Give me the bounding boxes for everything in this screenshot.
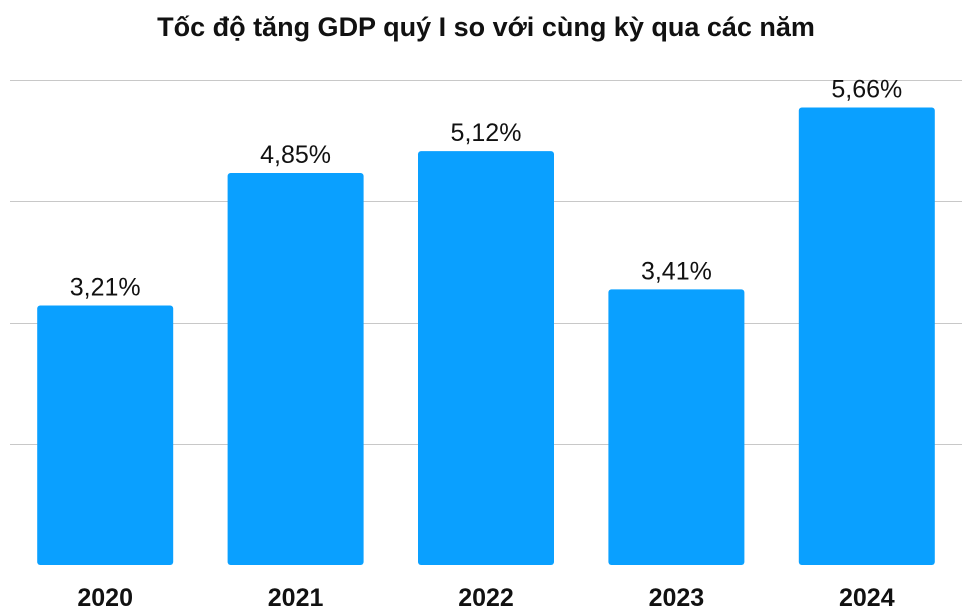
x-tick-2023: 2023 xyxy=(649,584,705,612)
value-label-2022: 5,12% xyxy=(451,119,522,147)
x-tick-2024: 2024 xyxy=(839,584,895,612)
bar-2024 xyxy=(798,107,935,565)
bar-2020 xyxy=(37,305,174,565)
bars xyxy=(37,107,935,566)
x-axis-tick-labels: 2020 2021 2022 2023 2024 xyxy=(77,584,894,612)
x-tick-2021: 2021 xyxy=(268,584,324,612)
x-tick-2022: 2022 xyxy=(458,584,514,612)
bar-2022 xyxy=(418,151,554,565)
chart-title: Tốc độ tăng GDP quý I so với cùng kỳ qua… xyxy=(157,12,815,42)
value-label-2020: 3,21% xyxy=(70,274,141,302)
x-tick-2020: 2020 xyxy=(77,584,133,612)
value-label-2023: 3,41% xyxy=(641,257,712,285)
bar-2023 xyxy=(608,289,745,565)
bar-2021 xyxy=(227,172,364,566)
value-label-2024: 5,66% xyxy=(831,75,902,103)
value-label-2021: 4,85% xyxy=(260,141,331,169)
value-labels: 3,21% 4,85% 5,12% 3,41% 5,66% xyxy=(70,75,902,301)
